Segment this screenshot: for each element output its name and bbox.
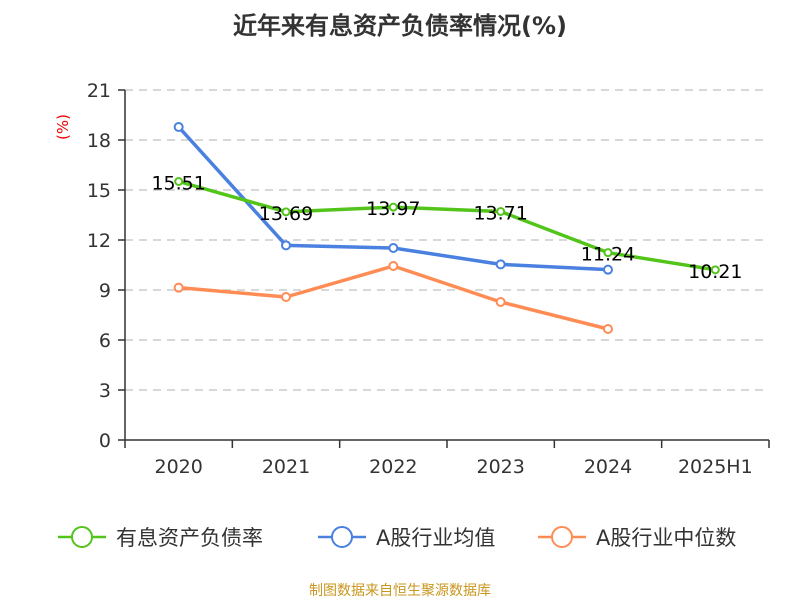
series-line-0 (178, 179, 716, 272)
y-tick-label: 15 (87, 180, 111, 202)
data-point (281, 240, 291, 251)
y-tick-label: 3 (99, 380, 111, 402)
data-label: 13.69 (259, 203, 313, 225)
data-label: 13.71 (473, 203, 527, 225)
y-tick-label: 12 (87, 230, 111, 252)
data-point (710, 265, 720, 275)
legend-item: A股行业中位数 (538, 526, 736, 550)
data-point (495, 259, 506, 270)
x-tick-label: 2023 (476, 456, 524, 478)
legend-marker (71, 526, 93, 548)
chart-title: 近年来有息资产负债率情况(%) (233, 12, 567, 40)
legend-label: 有息资产负债率 (116, 526, 263, 550)
legend-marker (331, 526, 353, 548)
series-line-2 (178, 264, 609, 331)
source-note: 制图数据来自恒生聚源数据库 (309, 583, 491, 599)
data-point (603, 324, 613, 334)
legend-label: A股行业中位数 (596, 526, 736, 550)
data-label: 15.51 (151, 173, 205, 195)
legend-marker (551, 526, 573, 548)
data-point (388, 202, 398, 212)
y-tick-label: 21 (87, 80, 111, 102)
data-point (174, 177, 184, 186)
data-point (173, 122, 184, 132)
data-label: 10.21 (688, 261, 742, 283)
legend-label: A股行业均值 (376, 526, 495, 550)
y-tick-label: 18 (87, 130, 111, 152)
x-tick-label: 2022 (369, 456, 417, 478)
data-point (603, 264, 613, 275)
x-tick-label: 2025H1 (678, 456, 753, 478)
data-point (281, 207, 291, 217)
y-tick-label: 9 (99, 280, 111, 302)
data-point (281, 292, 291, 302)
data-point (603, 248, 613, 258)
data-label: 13.97 (366, 198, 420, 220)
x-tick-label: 2020 (154, 456, 202, 478)
legend-item: 有息资产负债率 (58, 526, 263, 550)
data-label: 11.24 (581, 244, 635, 266)
x-tick-label: 2021 (262, 456, 310, 478)
data-point (173, 282, 184, 293)
data-point (495, 297, 506, 307)
y-tick-label: 6 (99, 330, 111, 352)
x-tick-label: 2024 (584, 456, 632, 478)
data-point (388, 261, 399, 271)
legend-item: A股行业均值 (318, 526, 495, 550)
y-axis-label: (%) (54, 114, 72, 140)
data-point (388, 243, 399, 253)
data-point (496, 207, 506, 216)
y-tick-label: 0 (99, 430, 111, 452)
